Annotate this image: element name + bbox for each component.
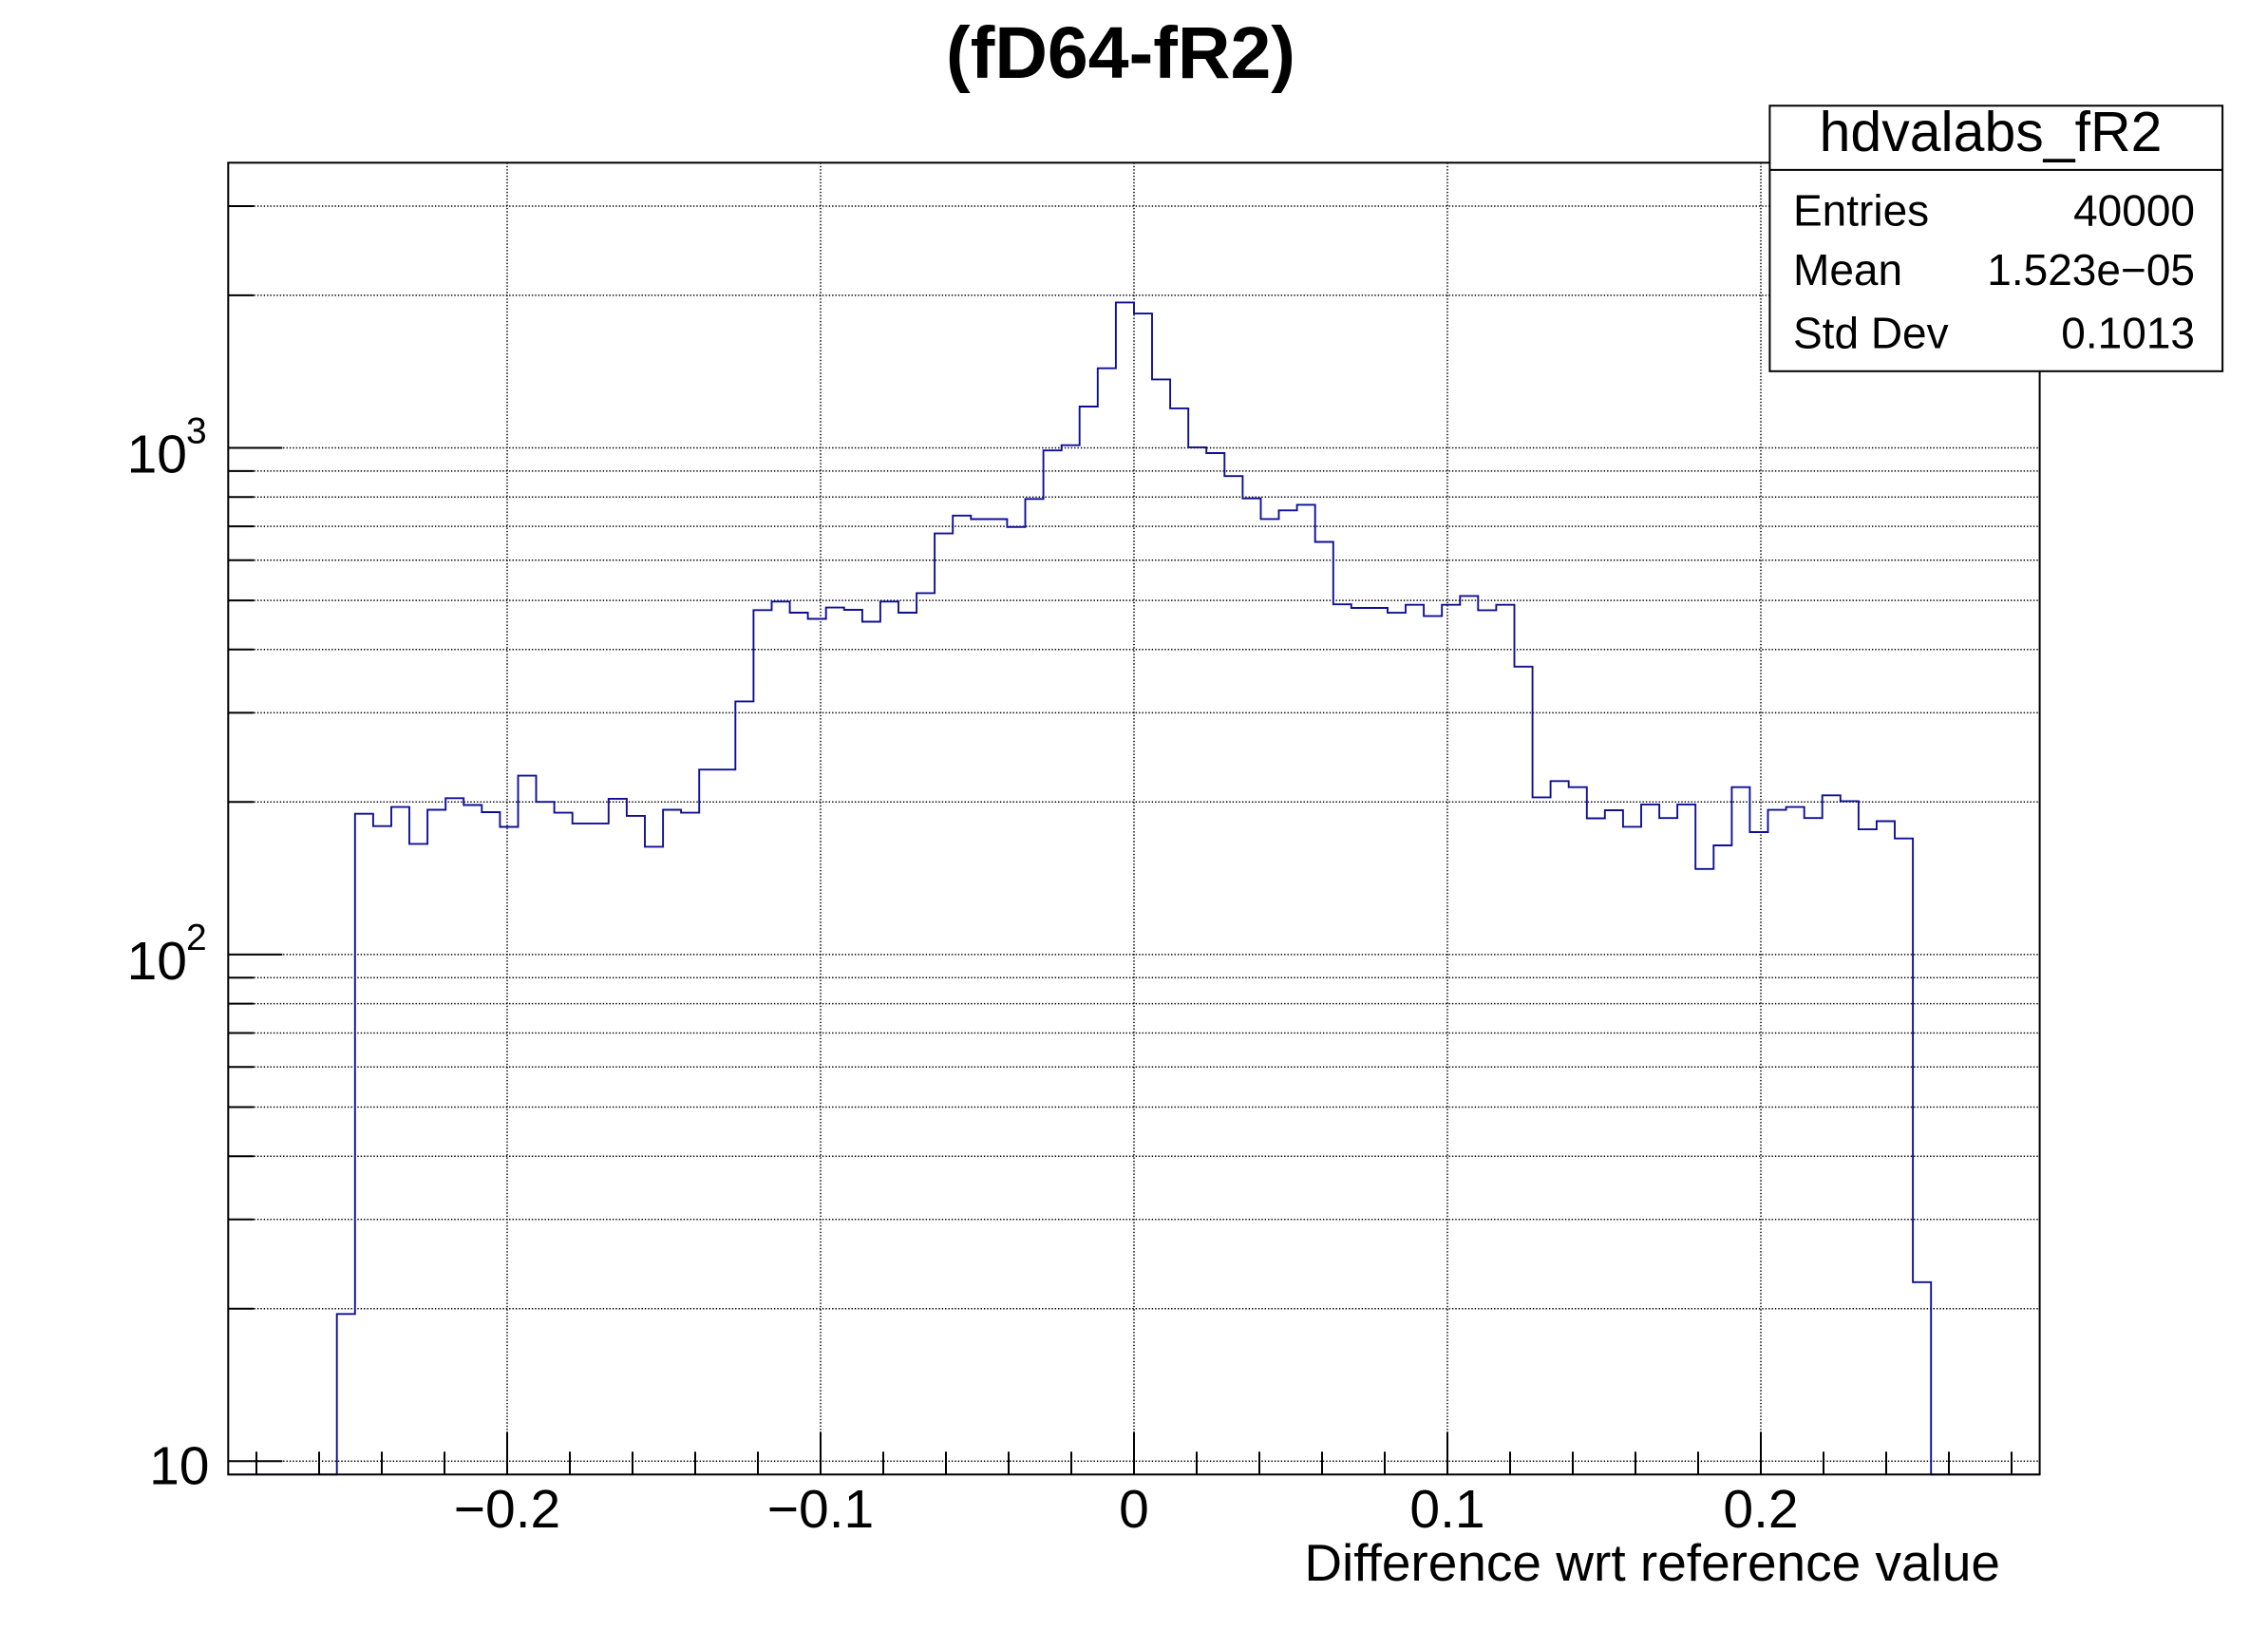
svg-text:Mean: Mean <box>1793 245 1902 294</box>
svg-text:40000: 40000 <box>2073 185 2195 235</box>
svg-text:3: 3 <box>186 411 207 452</box>
svg-text:−0.2: −0.2 <box>454 1479 561 1540</box>
svg-text:Difference wrt reference value: Difference wrt reference value <box>1304 1533 2000 1592</box>
svg-text:Std Dev: Std Dev <box>1793 309 1949 358</box>
svg-text:2: 2 <box>186 918 207 958</box>
svg-text:0.1013: 0.1013 <box>2061 309 2195 358</box>
svg-text:1.523e−05: 1.523e−05 <box>1987 245 2195 294</box>
svg-text:(fD64-fR2): (fD64-fR2) <box>946 12 1295 94</box>
svg-text:10: 10 <box>149 1436 209 1497</box>
svg-text:0: 0 <box>1119 1479 1149 1540</box>
svg-text:10: 10 <box>127 425 187 485</box>
svg-text:0.1: 0.1 <box>1409 1479 1484 1540</box>
svg-text:10: 10 <box>127 931 187 992</box>
svg-text:hdvalabs_fR2: hdvalabs_fR2 <box>1820 101 2163 163</box>
svg-text:0.2: 0.2 <box>1723 1479 1798 1540</box>
svg-text:Entries: Entries <box>1793 185 1929 235</box>
svg-text:−0.1: −0.1 <box>767 1479 875 1540</box>
